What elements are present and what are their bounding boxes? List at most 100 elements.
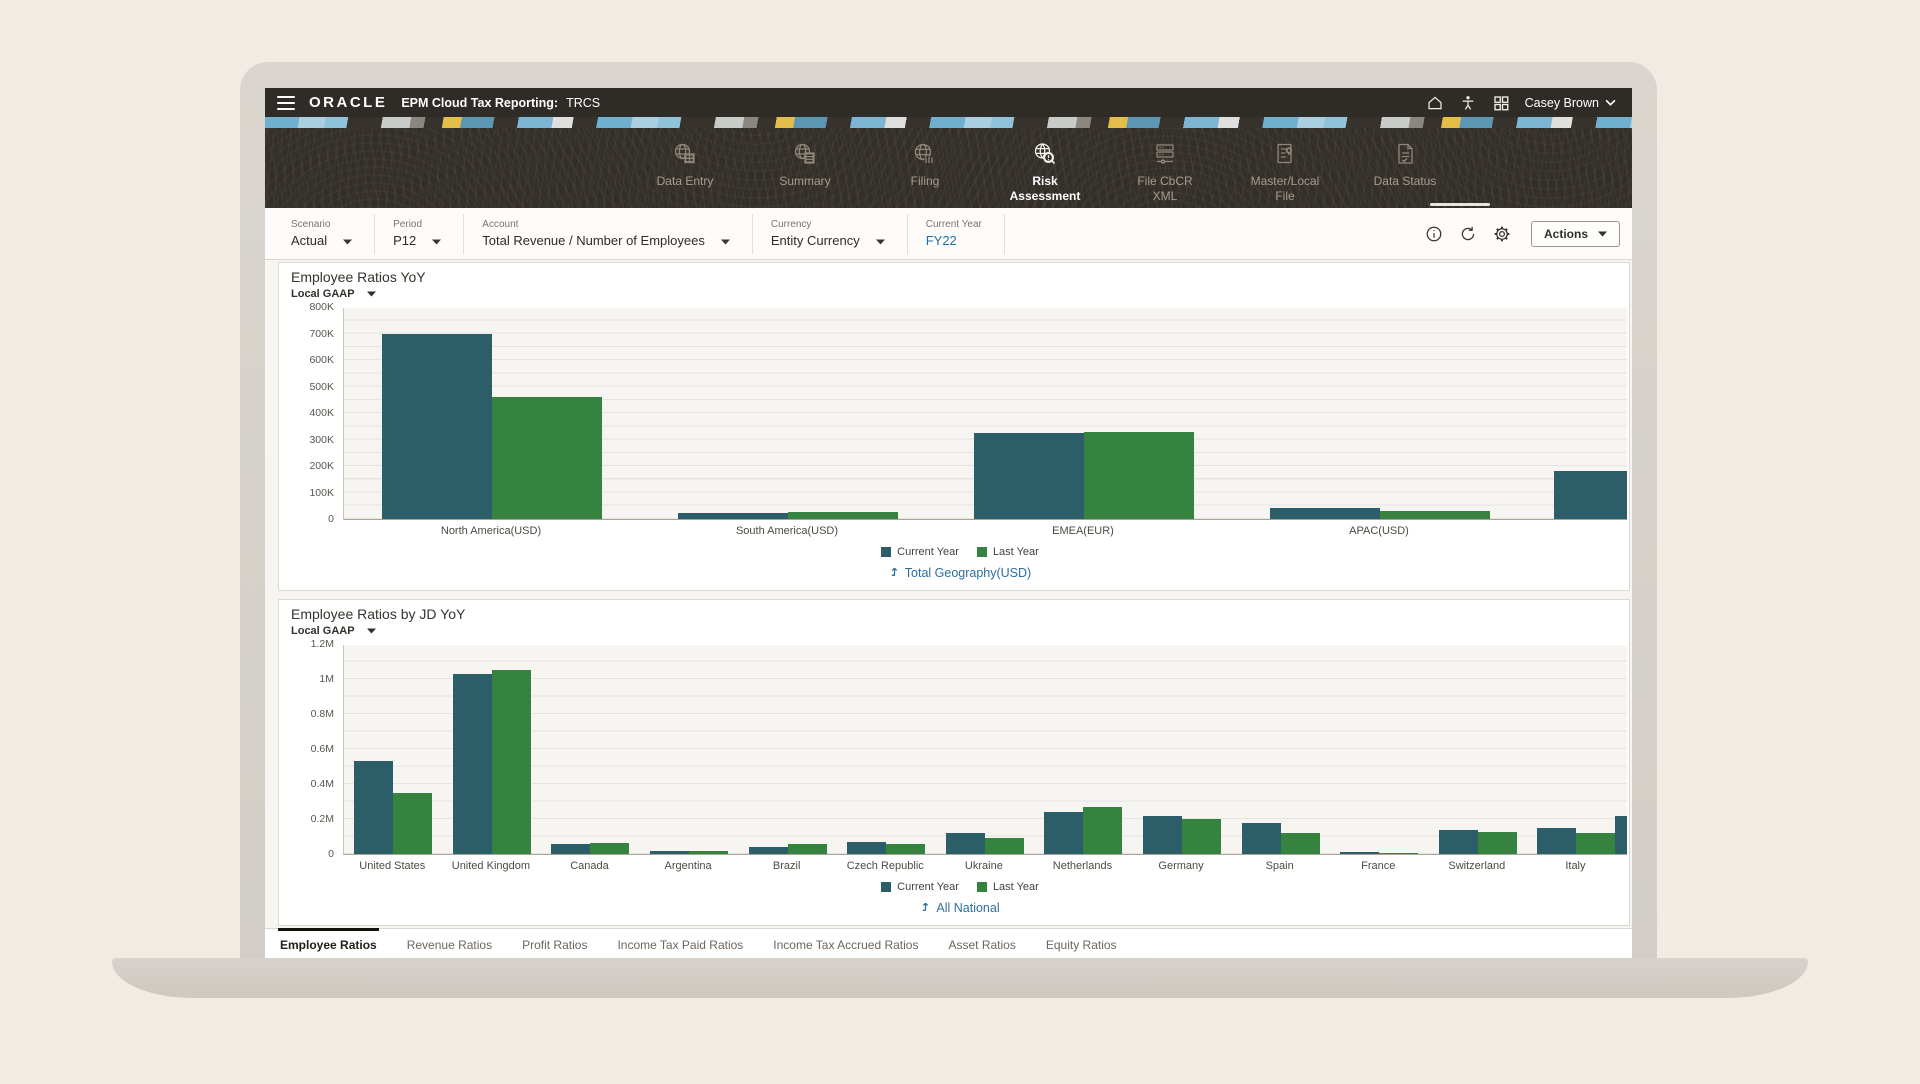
filter-currency[interactable]: Currency Entity Currency bbox=[771, 213, 908, 254]
bar-last-year[interactable] bbox=[1477, 832, 1517, 854]
tab-income-tax-accrued-ratios[interactable]: Income Tax Accrued Ratios bbox=[773, 937, 919, 952]
app-grid-icon[interactable] bbox=[1492, 94, 1510, 112]
drill-link-total-geography-usd-[interactable]: Total Geography(USD) bbox=[889, 565, 1031, 580]
bar-last-year[interactable] bbox=[788, 511, 898, 519]
hamburger-menu-icon[interactable] bbox=[277, 95, 295, 110]
bar-current-year[interactable] bbox=[748, 847, 788, 854]
bar-group-south-america-usd- bbox=[640, 308, 936, 519]
bar-group-argentina bbox=[640, 645, 739, 854]
nav-item-data-entry[interactable]: Data Entry bbox=[646, 141, 724, 204]
refresh-icon[interactable] bbox=[1459, 225, 1477, 243]
bar-current-year[interactable] bbox=[1537, 827, 1577, 854]
bar-last-year[interactable] bbox=[492, 397, 602, 519]
home-icon[interactable] bbox=[1426, 94, 1444, 112]
bar-current-year[interactable] bbox=[945, 833, 985, 854]
bar-current-year[interactable] bbox=[1241, 822, 1281, 854]
drill-link-all-national[interactable]: All National bbox=[920, 900, 1000, 915]
tab-revenue-ratios[interactable]: Revenue Ratios bbox=[406, 937, 493, 952]
chart-gaap-dropdown[interactable]: Local GAAP bbox=[291, 625, 376, 637]
y-axis-tick-label: 0 bbox=[328, 848, 334, 860]
bar-group-ukraine bbox=[936, 645, 1035, 854]
bar-last-year[interactable] bbox=[1083, 806, 1123, 854]
nav-item-label: Master/Local File bbox=[1250, 174, 1320, 203]
bar-last-year[interactable] bbox=[393, 792, 433, 854]
legend-item-last-year[interactable]: Last Year bbox=[976, 881, 1039, 893]
bar-current-year[interactable] bbox=[1143, 815, 1183, 854]
x-axis-category-label: Switzerland bbox=[1448, 860, 1506, 872]
bar-last-year[interactable] bbox=[1380, 511, 1490, 519]
drill-up-arrow-icon bbox=[920, 900, 931, 915]
tab-equity-ratios[interactable]: Equity Ratios bbox=[1045, 937, 1117, 952]
nav-item-file-cbcr-xml[interactable]: File CbCR XML bbox=[1126, 141, 1204, 204]
tab-income-tax-paid-ratios[interactable]: Income Tax Paid Ratios bbox=[617, 937, 744, 952]
plot-area bbox=[343, 645, 1627, 855]
actions-button[interactable]: Actions bbox=[1530, 220, 1620, 247]
bar-group-netherlands bbox=[1034, 645, 1133, 854]
y-axis-tick-label: 0.2M bbox=[310, 813, 334, 825]
nav-item-filing[interactable]: Filing bbox=[886, 141, 964, 204]
bar-last-year[interactable] bbox=[787, 844, 827, 854]
chart-subtitle-label: Local GAAP bbox=[291, 288, 355, 300]
nav-item-summary[interactable]: Summary bbox=[766, 141, 844, 204]
legend-item-last-year[interactable]: Last Year bbox=[976, 546, 1039, 558]
x-axis-category-label: Canada bbox=[570, 860, 609, 872]
legend-item-current-year[interactable]: Current Year bbox=[881, 546, 959, 558]
bar-current-year[interactable] bbox=[678, 513, 788, 519]
bar-last-year[interactable] bbox=[1576, 833, 1616, 854]
chart-gaap-dropdown[interactable]: Local GAAP bbox=[291, 288, 376, 300]
bar-group-brazil bbox=[738, 645, 837, 854]
bar-last-year[interactable] bbox=[886, 844, 926, 854]
bar-clipped-partial[interactable] bbox=[1615, 815, 1627, 854]
tab-profit-ratios[interactable]: Profit Ratios bbox=[522, 937, 588, 952]
nav-scrollbar[interactable] bbox=[1430, 203, 1490, 206]
legend-item-current-year[interactable]: Current Year bbox=[881, 881, 959, 893]
bar-current-year[interactable] bbox=[1044, 812, 1084, 854]
filter-period[interactable]: Period P12 bbox=[393, 213, 465, 254]
bar-last-year[interactable] bbox=[491, 670, 531, 854]
tab-asset-ratios[interactable]: Asset Ratios bbox=[948, 937, 1016, 952]
bar-current-year[interactable] bbox=[354, 761, 394, 854]
x-axis-category-label: Netherlands bbox=[1052, 860, 1113, 872]
caret-down-icon bbox=[366, 625, 376, 637]
bar-last-year[interactable] bbox=[689, 850, 729, 854]
nav-item-data-status[interactable]: Data Status bbox=[1366, 141, 1444, 204]
bar-current-year[interactable] bbox=[974, 432, 1084, 519]
caret-down-icon bbox=[366, 291, 376, 297]
legend-swatch bbox=[976, 547, 987, 557]
tab-employee-ratios[interactable]: Employee Ratios bbox=[278, 928, 379, 958]
filter-value-text: Actual bbox=[291, 233, 328, 248]
x-axis-category-label: Germany bbox=[1158, 860, 1204, 872]
info-icon[interactable] bbox=[1425, 225, 1443, 243]
settings-gear-icon[interactable] bbox=[1493, 225, 1511, 243]
filter-scenario[interactable]: Scenario Actual bbox=[291, 213, 376, 254]
bar-last-year[interactable] bbox=[1379, 852, 1419, 854]
caret-down-icon bbox=[720, 233, 730, 248]
nav-item-master-local-file[interactable]: Master/Local File bbox=[1246, 141, 1324, 204]
bar-current-year[interactable] bbox=[847, 841, 887, 854]
filter-account[interactable]: Account Total Revenue / Number of Employe… bbox=[482, 213, 753, 254]
bar-last-year[interactable] bbox=[1182, 819, 1222, 854]
bar-current-year[interactable] bbox=[382, 333, 492, 519]
filter-value-text: P12 bbox=[393, 233, 417, 248]
bar-current-year[interactable] bbox=[650, 850, 690, 854]
filter-current-year[interactable]: Current Year FY22 bbox=[926, 213, 1005, 254]
bar-current-year[interactable] bbox=[1270, 507, 1380, 519]
y-axis-tick-label: 600K bbox=[309, 354, 334, 366]
nav-item-label: Risk Assessment bbox=[1009, 174, 1081, 203]
nav-item-risk-assessment[interactable]: Risk Assessment bbox=[1006, 141, 1084, 204]
bar-current-year[interactable] bbox=[452, 673, 492, 854]
user-menu[interactable]: Casey Brown bbox=[1525, 96, 1616, 110]
accessibility-person-icon[interactable] bbox=[1459, 94, 1477, 112]
bar-last-year[interactable] bbox=[984, 838, 1024, 854]
bar-current-year[interactable] bbox=[551, 844, 591, 854]
mosaic-strip bbox=[265, 117, 1632, 128]
x-axis-labels: North America(USD) South America(USD) EMEA… bbox=[343, 525, 1627, 537]
bar-last-year[interactable] bbox=[1280, 833, 1320, 854]
bar-current-year[interactable] bbox=[1340, 851, 1380, 854]
bar-last-year[interactable] bbox=[1084, 431, 1194, 519]
bar-clipped-partial[interactable] bbox=[1554, 471, 1627, 519]
bar-current-year[interactable] bbox=[1438, 829, 1478, 854]
bar-last-year[interactable] bbox=[590, 842, 630, 854]
legend-label: Last Year bbox=[992, 881, 1039, 893]
x-axis-category-label: APAC(USD) bbox=[1349, 525, 1409, 537]
